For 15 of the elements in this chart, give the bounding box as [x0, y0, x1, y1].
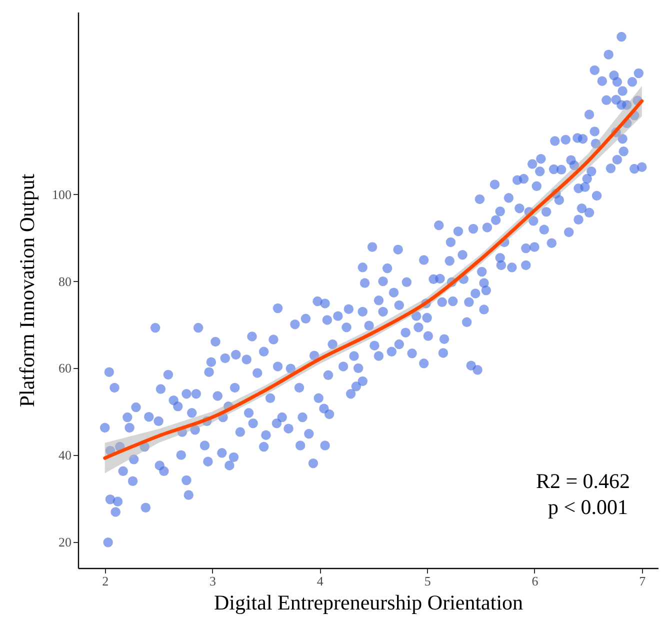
- annotation: p < 0.001: [548, 495, 628, 519]
- x-tick-label: 2: [102, 574, 109, 588]
- annotation: R2 = 0.462: [536, 469, 630, 493]
- y-tick-label: 80: [58, 274, 72, 289]
- x-tick-label: 6: [532, 574, 539, 588]
- x-tick-label: 5: [424, 574, 431, 588]
- y-tick-label: 40: [58, 448, 72, 463]
- x-tick-label: 7: [639, 574, 646, 588]
- y-tick-label: 100: [52, 186, 72, 202]
- y-tick-label: 60: [58, 360, 72, 376]
- y-axis-title: Platform Innovation Output: [15, 174, 39, 408]
- x-tick-label: 3: [210, 574, 216, 588]
- x-axis-title: Digital Entrepreneurship Orientation: [214, 590, 524, 614]
- x-tick-label: 4: [316, 574, 324, 588]
- y-tick-label: 20: [58, 534, 72, 550]
